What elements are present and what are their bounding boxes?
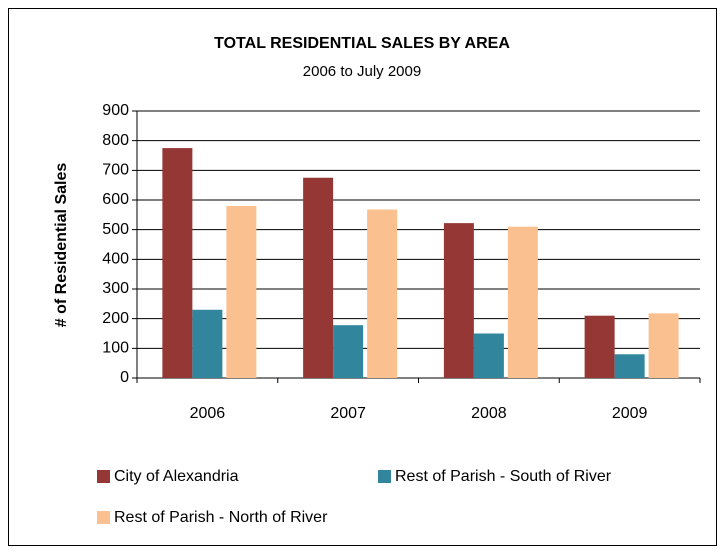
- y-tick-label: 400: [102, 251, 129, 268]
- x-tick-label: 2008: [471, 405, 507, 422]
- bar: [303, 177, 334, 378]
- x-tick-label: 2006: [190, 405, 226, 422]
- y-axis-label: # of Residential Sales: [53, 163, 70, 328]
- bar: [162, 148, 193, 378]
- x-tick-label: 2007: [330, 405, 366, 422]
- y-tick-label: 100: [102, 340, 129, 357]
- y-tick-label: 700: [102, 162, 129, 179]
- bar: [648, 313, 679, 378]
- bar: [367, 209, 398, 378]
- y-tick-label: 200: [102, 310, 129, 327]
- bar: [614, 354, 645, 378]
- legend-label: Rest of Parish - North of River: [114, 509, 328, 526]
- legend-swatch: [378, 470, 391, 483]
- bar: [507, 226, 538, 378]
- bar: [192, 309, 223, 378]
- legend-swatch: [97, 511, 110, 524]
- y-tick-label: 800: [102, 132, 129, 149]
- y-tick-label: 0: [120, 369, 129, 386]
- bar: [584, 315, 615, 378]
- y-tick-label: 500: [102, 221, 129, 238]
- legend-label: Rest of Parish - South of River: [395, 468, 612, 485]
- legend-swatch: [97, 470, 110, 483]
- y-tick-label: 300: [102, 280, 129, 297]
- bar: [473, 333, 504, 378]
- y-tick-label: 900: [102, 102, 129, 119]
- chart-title: TOTAL RESIDENTIAL SALES BY AREA: [214, 35, 510, 52]
- chart-subtitle: 2006 to July 2009: [303, 63, 421, 80]
- bar: [226, 205, 257, 378]
- bar: [333, 325, 364, 378]
- legend-label: City of Alexandria: [114, 468, 239, 485]
- bar: [443, 223, 474, 378]
- x-tick-label: 2009: [612, 405, 648, 422]
- chart-border: [8, 8, 717, 546]
- y-tick-label: 600: [102, 191, 129, 208]
